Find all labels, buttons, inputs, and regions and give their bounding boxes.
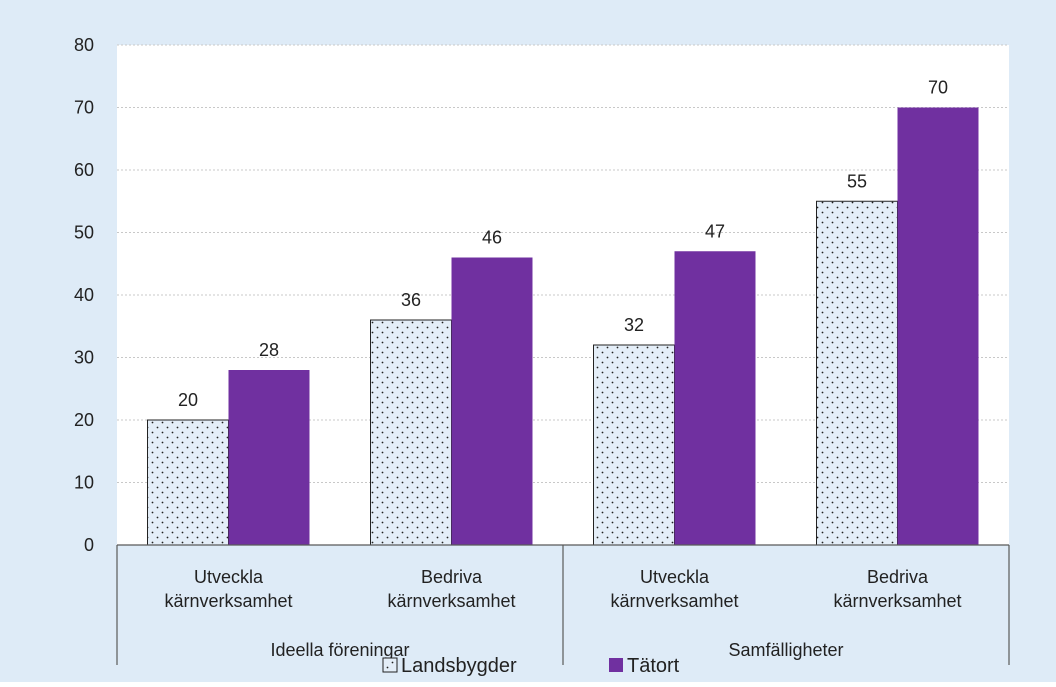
bar-t-tort (451, 257, 533, 545)
bar-landsbygder (147, 419, 229, 546)
data-label: 47 (705, 221, 725, 241)
bar-landsbygder (593, 344, 675, 546)
bar-t-tort (897, 107, 979, 545)
x-tick-label: kärnverksamhet (164, 591, 292, 611)
y-tick-label: 20 (74, 410, 94, 430)
bar-t-tort (228, 370, 310, 545)
x-tick-label: kärnverksamhet (387, 591, 515, 611)
x-group-label: Samfälligheter (728, 640, 843, 660)
y-tick-label: 80 (74, 35, 94, 55)
data-label: 36 (401, 290, 421, 310)
y-tick-label: 0 (84, 535, 94, 555)
x-tick-label: kärnverksamhet (833, 591, 961, 611)
legend-label: Landsbygder (401, 655, 517, 677)
x-tick-label: Bedriva (421, 567, 483, 587)
data-label: 55 (847, 171, 867, 191)
x-tick-label: Bedriva (867, 567, 929, 587)
legend-label: Tätort (627, 655, 680, 677)
y-tick-label: 30 (74, 348, 94, 368)
data-label: 20 (178, 390, 198, 410)
x-group-label: Ideella föreningar (270, 640, 409, 660)
x-tick-label: Utveckla (194, 567, 264, 587)
legend-swatch-t-tort (609, 658, 623, 672)
y-tick-label: 50 (74, 223, 94, 243)
data-label: 46 (482, 228, 502, 248)
y-tick-label: 70 (74, 98, 94, 118)
data-label: 32 (624, 315, 644, 335)
bar-landsbygder (370, 319, 452, 546)
x-tick-label: kärnverksamhet (610, 591, 738, 611)
y-tick-label: 40 (74, 285, 94, 305)
legend-swatch-landsbygder (382, 657, 398, 673)
bar-t-tort (674, 251, 756, 545)
y-tick-label: 60 (74, 160, 94, 180)
bar-landsbygder (816, 200, 898, 546)
data-label: 28 (259, 340, 279, 360)
y-tick-label: 10 (74, 473, 94, 493)
data-label: 70 (928, 78, 948, 98)
x-tick-label: Utveckla (640, 567, 710, 587)
